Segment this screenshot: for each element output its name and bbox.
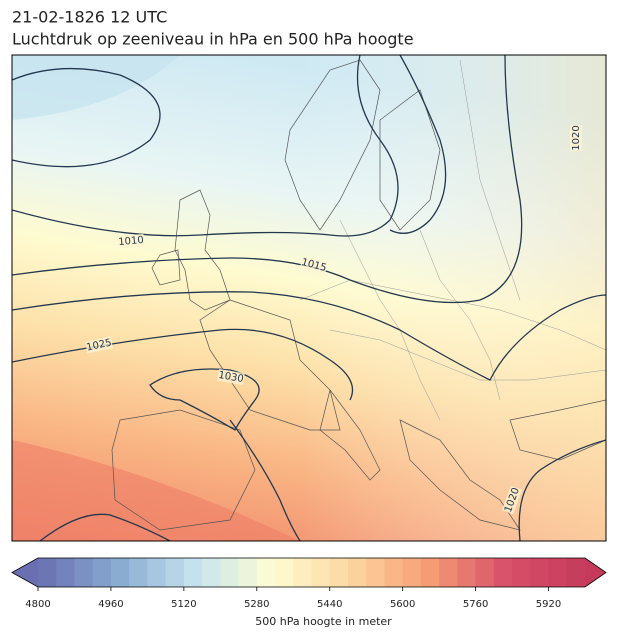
- colorbar-cell: [147, 558, 167, 587]
- isobars: [12, 55, 606, 541]
- coastlines: [111, 59, 606, 531]
- colorbar-outline: [11, 557, 607, 588]
- colorbar-cell: [165, 558, 185, 587]
- colorbar-tick-label: 4960: [98, 599, 123, 610]
- colorbar-cell: [220, 558, 240, 587]
- colorbar-cell: [566, 558, 586, 587]
- colorbar-extend-high: [585, 558, 606, 587]
- colorbar: 4800 4960 5120 5280 5440 5600 5760 5920 500 hPa …: [11, 557, 607, 628]
- map-area: [12, 55, 606, 541]
- isobar-label-bg: [85, 336, 113, 354]
- colorbar-cell: [530, 558, 550, 587]
- colorbar-cell: [92, 558, 112, 587]
- isobar-label: 1030: [217, 370, 244, 385]
- colorbar-cell: [512, 558, 531, 587]
- height-field-high: [12, 55, 180, 120]
- colorbar-cell: [74, 558, 94, 587]
- colorbar-cell: [475, 558, 495, 587]
- colorbar-cell: [238, 558, 258, 587]
- height-field-east: [300, 55, 606, 541]
- isobar-label-bg: [299, 255, 329, 275]
- colorbar-cell: [129, 558, 148, 587]
- colorbar-cell: [457, 558, 477, 587]
- colorbar-cell: [347, 558, 367, 587]
- colorbar-cell: [293, 558, 312, 587]
- colorbar-cell: [38, 558, 57, 587]
- colorbar-label: 500 hPa hoogte in meter: [255, 615, 392, 628]
- colorbar-cell: [56, 558, 75, 587]
- colorbar-cell: [402, 558, 422, 587]
- colorbar-cell: [384, 558, 404, 587]
- colorbar-tick-label: 4800: [25, 599, 50, 610]
- map-frame: [11, 54, 607, 542]
- isobar-label-bg: [217, 368, 245, 386]
- isobar-label: 1010: [118, 235, 144, 248]
- subtitle: Luchtdruk op zeeniveau in hPa en 500 hPa…: [12, 30, 414, 49]
- isobar-label-bg: [570, 125, 582, 151]
- colorbar-cell: [311, 558, 331, 587]
- colorbar-cell: [420, 558, 440, 587]
- colorbar-cell: [493, 558, 513, 587]
- colorbar-cell: [202, 558, 221, 587]
- colorbar-tick-label: 5440: [317, 599, 342, 610]
- colorbar-cell: [439, 558, 458, 587]
- colorbar-cell: [183, 558, 203, 587]
- height-field-low: [12, 440, 300, 541]
- colorbar-cell: [329, 558, 349, 587]
- isobar-label: 1025: [86, 337, 113, 353]
- colorbar-cell: [275, 558, 294, 587]
- colorbar-cell: [548, 558, 568, 587]
- colorbar-tick-label: 5760: [463, 599, 488, 610]
- colorbar-tick-label: 5920: [536, 599, 561, 610]
- colorbar-extend-low: [12, 558, 38, 587]
- isobar-label: 1020: [571, 125, 582, 150]
- colorbar-tick-label: 5120: [171, 599, 196, 610]
- isobar-label-bg: [117, 233, 145, 249]
- colorbar-cell: [366, 558, 385, 587]
- isobar-label-bg: [501, 485, 523, 515]
- colorbar-cell: [110, 558, 130, 587]
- title: 21-02-1826 12 UTC: [12, 8, 167, 27]
- colorbar-tick-label: 5600: [390, 599, 415, 610]
- colorbar-tick-label: 5280: [244, 599, 269, 610]
- colorbar-cell: [256, 558, 276, 587]
